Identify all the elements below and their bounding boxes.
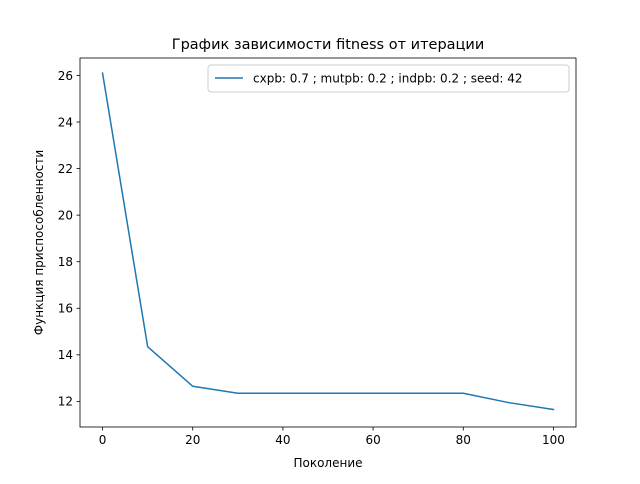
legend-box	[207, 64, 570, 93]
series-line-1	[101, 72, 555, 411]
y-axis-ticks: 12 14 16 18 20 22 24 26	[58, 69, 80, 409]
x-tick-label: 60	[365, 433, 380, 447]
legend-entry-series-1: cxpb: 0.7 ; mutpb: 0.2 ; indpb: 0.2 ; se…	[253, 72, 523, 86]
plot-area: 0 20 40 60 80 100 12 14 16 18 20 22 24 26	[58, 57, 577, 447]
x-tick-label: 40	[275, 433, 290, 447]
y-tick-label: 18	[58, 255, 73, 269]
x-tick-label: 100	[542, 433, 565, 447]
y-tick-label: 22	[58, 162, 73, 176]
y-tick-label: 14	[58, 348, 73, 362]
x-tick-label: 20	[185, 433, 200, 447]
axes-frame	[79, 57, 577, 428]
y-axis-label: Функция приспособленности	[32, 150, 46, 335]
y-tick-label: 24	[58, 115, 73, 129]
x-axis-label: Поколение	[293, 456, 362, 470]
y-tick-label: 20	[58, 208, 73, 222]
chart-title: График зависимости fitness от итерации	[172, 37, 485, 53]
legend: cxpb: 0.7 ; mutpb: 0.2 ; indpb: 0.2 ; se…	[207, 64, 570, 93]
y-tick-label: 12	[58, 395, 73, 409]
x-tick-label: 0	[99, 433, 107, 447]
y-tick-label: 16	[58, 302, 73, 316]
x-axis-ticks: 0 20 40 60 80 100	[99, 427, 565, 447]
series-layer	[101, 72, 555, 411]
y-tick-label: 26	[58, 69, 73, 83]
x-tick-label: 80	[456, 433, 471, 447]
